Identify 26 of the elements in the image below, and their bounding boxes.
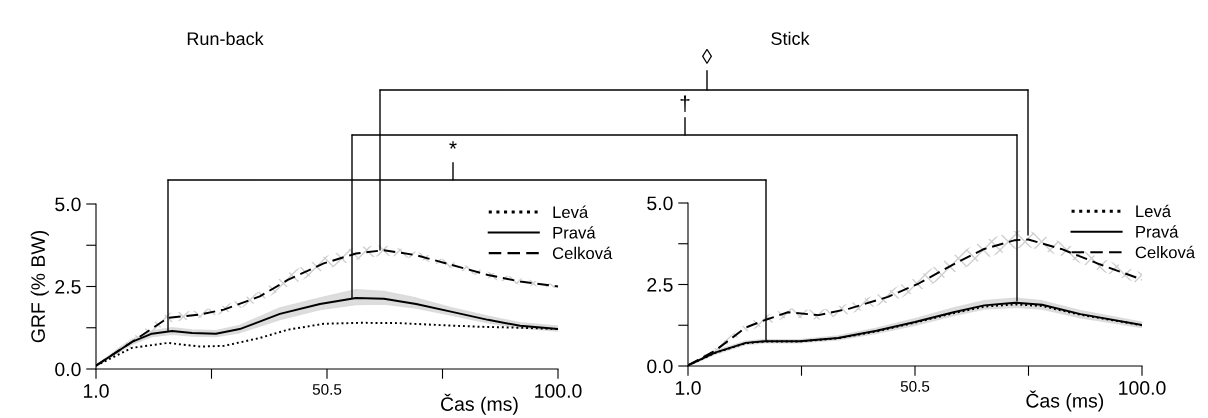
chart-title: Run-back — [187, 31, 264, 46]
legend-label: Pravá — [553, 226, 596, 239]
x-axis-title: Čas (ms) — [1026, 390, 1104, 412]
y-tick-label: 0.0 — [55, 362, 81, 377]
x-axis-title: Čas (ms) — [441, 393, 518, 415]
y-tick-label: 5.0 — [55, 197, 81, 212]
y-tick-label: 0.0 — [647, 359, 673, 374]
x-tick-label: 50.5 — [312, 383, 342, 395]
y-tick-label: 5.0 — [647, 196, 673, 211]
x-tick-label: 100.0 — [535, 384, 582, 398]
chart-title: Stick — [771, 31, 810, 45]
legend-label: Pravá — [1136, 225, 1179, 238]
text: † — [680, 95, 690, 113]
x-tick-label: 100.0 — [1119, 381, 1166, 395]
text: ◊ — [701, 49, 713, 64]
x-tick-label: 50.5 — [900, 380, 930, 392]
legend-label: Celková — [552, 246, 613, 260]
x-tick-label: 1.0 — [675, 381, 701, 395]
legend-label: Levá — [553, 205, 589, 219]
x-tick-label: 1.0 — [83, 384, 109, 398]
text: * — [449, 141, 457, 149]
y-tick-label: 2.5 — [55, 279, 81, 294]
legend-label: Celková — [1135, 245, 1196, 259]
y-tick-label: 2.5 — [647, 277, 673, 292]
y-axis-title: GRF (% BW) — [30, 231, 49, 343]
legend-label: Levá — [1136, 204, 1172, 218]
